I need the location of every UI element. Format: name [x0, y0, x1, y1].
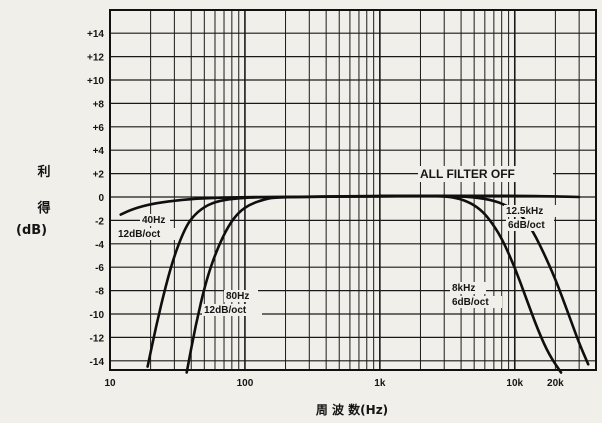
annotation-backdrop — [224, 290, 258, 302]
annotation-backdrop — [504, 205, 556, 217]
y-tick-label: 0 — [98, 193, 104, 204]
x-tick-label: 10 — [104, 378, 116, 389]
series-line-3 — [378, 194, 590, 366]
series-line-2 — [185, 194, 446, 374]
annotation-7: 8kHz — [452, 283, 475, 294]
annotation-6: 6dB/oct — [508, 220, 545, 231]
y-tick-label: +4 — [93, 146, 105, 157]
axis-titles: 利得 (dB) 周 波 数(Hz) — [16, 164, 388, 417]
tick-labels: +14 +12 +10 +8 +6 +4 +2 0 -2 -4 -6 -8 -10 -12 -14 10 100… — [87, 29, 564, 389]
y-axis-label: (dB) — [16, 223, 47, 238]
annotation-backdrop — [450, 296, 502, 308]
annotation-backdrop — [506, 219, 554, 231]
annotation-2: 12dB/oct — [118, 229, 161, 240]
annotation-4: 12dB/oct — [204, 305, 247, 316]
y-tick-label: -14 — [90, 357, 105, 368]
y-tick-label: -6 — [95, 263, 104, 274]
x-tick-label: 100 — [237, 378, 254, 389]
y-tick-label: -2 — [95, 216, 104, 227]
y-tick-label: +10 — [87, 76, 104, 87]
annotation-5: 12.5kHz — [506, 206, 543, 217]
annotation-backdrop — [202, 304, 262, 316]
x-tick-label: 20k — [547, 378, 564, 389]
y-tick-label: +14 — [87, 29, 104, 40]
y-tick-label: -4 — [95, 240, 104, 251]
annotation-0: ALL FILTER OFF — [420, 167, 515, 181]
y-axis-label: 得 — [36, 200, 50, 216]
y-tick-label: +6 — [93, 123, 105, 134]
annotation-backdrop — [418, 166, 553, 182]
x-axis-label: 周 波 数(Hz) — [316, 402, 388, 417]
y-tick-label: +8 — [93, 99, 105, 110]
annotation-backdrop — [450, 282, 486, 294]
grid-lines — [109, 9, 597, 371]
annotation-1: 40Hz — [142, 215, 165, 226]
y-tick-label: -12 — [90, 333, 105, 344]
x-tick-label: 1k — [374, 378, 386, 389]
annotation-backdrop — [140, 214, 170, 226]
series-line-1 — [146, 194, 446, 368]
y-tick-label: -8 — [95, 287, 104, 298]
plot-frame — [109, 9, 597, 371]
y-tick-label: +2 — [93, 170, 105, 181]
y-tick-label: +12 — [87, 53, 104, 64]
x-tick-label: 10k — [506, 378, 523, 389]
annotation-8: 6dB/oct — [452, 297, 489, 308]
series-line-4 — [378, 194, 563, 374]
y-tick-label: -10 — [90, 310, 105, 321]
y-axis-label: 利 — [37, 164, 50, 180]
annotations: ALL FILTER OFF 40Hz 12dB/oct 80Hz 12dB/oct 12… — [116, 166, 556, 316]
annotation-3: 80Hz — [226, 291, 249, 302]
annotation-backdrop — [116, 228, 176, 240]
